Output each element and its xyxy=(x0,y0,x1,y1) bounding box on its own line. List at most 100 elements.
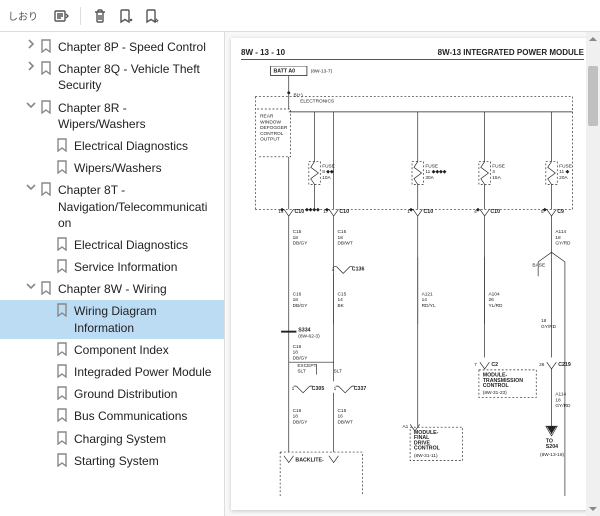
bookmark-icon xyxy=(54,342,70,356)
svg-text:18: 18 xyxy=(293,297,299,303)
bookmark-icon xyxy=(54,138,70,152)
sidebar-item[interactable]: Wiring Diagram Information xyxy=(0,300,224,338)
svg-text:BASE: BASE xyxy=(532,263,545,269)
sidebar-item[interactable]: Starting System xyxy=(0,450,224,472)
svg-text:S334: S334 xyxy=(298,328,310,334)
svg-text:B(+): B(+) xyxy=(294,93,304,99)
bookmark-icon xyxy=(54,431,70,445)
sidebar-item-label: Integraded Power Module xyxy=(74,364,220,380)
document-page: 8W - 13 - 10 8W-13 INTEGRATED POWER MODU… xyxy=(231,38,594,510)
delete-icon[interactable] xyxy=(89,5,111,27)
wiring-diagram: BATT A0(8W-13-7)ELECTRONICSB(+)REARWINDO… xyxy=(241,66,584,496)
vertical-scrollbar[interactable] xyxy=(586,32,600,516)
svg-text:A1: A1 xyxy=(402,424,408,430)
svg-text:◆: ◆ xyxy=(280,207,284,213)
svg-text:◆◆◆◆: ◆◆◆◆ xyxy=(305,207,320,213)
svg-text:18: 18 xyxy=(541,318,547,324)
bookmark-add-icon[interactable] xyxy=(115,5,137,27)
scroll-down-button[interactable] xyxy=(586,502,600,516)
svg-text:8 ◆◆: 8 ◆◆ xyxy=(322,169,334,175)
svg-text:YL/RD: YL/RD xyxy=(488,303,503,309)
bookmark-icon xyxy=(54,259,70,273)
sidebar-item[interactable]: Ground Distribution xyxy=(0,383,224,405)
bookmark-icon xyxy=(54,160,70,174)
toolbar-sep xyxy=(80,7,81,25)
chevron-right-icon[interactable] xyxy=(24,61,38,71)
sidebar-item-label: Starting System xyxy=(74,453,220,469)
svg-text:GY/RD: GY/RD xyxy=(541,324,557,330)
sidebar-item[interactable]: Integraded Power Module xyxy=(0,361,224,383)
sidebar-item[interactable]: Bus Communications xyxy=(0,405,224,427)
svg-text:18: 18 xyxy=(293,414,299,420)
bookmark-icon xyxy=(54,408,70,422)
scroll-thumb[interactable] xyxy=(588,66,598,126)
svg-text:14: 14 xyxy=(337,297,343,303)
svg-text:11 ◆: 11 ◆ xyxy=(559,169,569,175)
bookmark-icon xyxy=(38,281,54,295)
sidebar-item-label: Chapter 8Q - Vehicle Theft Security xyxy=(58,61,220,93)
chevron-down-icon[interactable] xyxy=(24,182,38,192)
bookmark-icon xyxy=(54,386,70,400)
svg-text:(8W-62-3): (8W-62-3) xyxy=(298,333,320,339)
svg-text:11 ◆◆◆◆: 11 ◆◆◆◆ xyxy=(425,169,446,175)
svg-text:A121: A121 xyxy=(422,291,433,297)
svg-text:S204: S204 xyxy=(546,444,558,450)
bookmarks-sidebar[interactable]: Chapter 8P - Speed Control Chapter 8Q - V… xyxy=(0,32,225,516)
sidebar-item[interactable]: Electrical Diagnostics xyxy=(0,135,224,157)
svg-text:DEFOGGER: DEFOGGER xyxy=(260,125,288,131)
svg-text:CONTROL: CONTROL xyxy=(483,383,510,389)
svg-text:(8W-31-23): (8W-31-23) xyxy=(483,390,507,396)
svg-text:C16: C16 xyxy=(293,344,302,350)
sidebar-item[interactable]: Chapter 8W - Wiring xyxy=(0,278,224,300)
svg-text:C10: C10 xyxy=(294,209,304,215)
scroll-up-button[interactable] xyxy=(586,32,600,46)
chevron-down-icon[interactable] xyxy=(24,281,38,291)
svg-text:◆: ◆ xyxy=(476,207,480,213)
svg-text:C15: C15 xyxy=(293,229,302,235)
svg-text:7: 7 xyxy=(474,362,477,368)
sidebar-item-label: Electrical Diagnostics xyxy=(74,138,220,154)
sidebar-item[interactable]: Chapter 8P - Speed Control xyxy=(0,36,224,58)
svg-text:FUSE: FUSE xyxy=(492,163,505,169)
sidebar-item-label: Bus Communications xyxy=(74,408,220,424)
bookmark-icon xyxy=(38,61,54,75)
svg-text:C136: C136 xyxy=(352,266,365,272)
svg-text:C10: C10 xyxy=(339,209,349,215)
svg-text:18: 18 xyxy=(337,235,343,241)
sidebar-item[interactable]: Chapter 8Q - Vehicle Theft Security xyxy=(0,58,224,96)
main-area: Chapter 8P - Speed Control Chapter 8Q - V… xyxy=(0,32,600,516)
sidebar-item[interactable]: Electrical Diagnostics xyxy=(0,234,224,256)
svg-text:C15: C15 xyxy=(337,229,346,235)
toolbar: しおり xyxy=(0,0,600,32)
svg-text:REAR: REAR xyxy=(260,114,274,120)
scroll-track[interactable] xyxy=(586,46,600,502)
svg-text:C16: C16 xyxy=(293,291,302,297)
chevron-down-icon[interactable] xyxy=(24,100,38,110)
svg-text:1: 1 xyxy=(334,386,337,392)
bookmark-star-icon[interactable] xyxy=(141,5,163,27)
svg-text:C15: C15 xyxy=(337,291,346,297)
svg-text:◆: ◆ xyxy=(543,207,547,213)
svg-text:FUSE: FUSE xyxy=(425,163,438,169)
svg-text:2: 2 xyxy=(332,266,335,272)
svg-text:C10: C10 xyxy=(423,209,433,215)
sidebar-item-label: Wipers/Washers xyxy=(74,160,220,176)
svg-text:C2: C2 xyxy=(491,362,498,368)
page-header: 8W - 13 - 10 8W-13 INTEGRATED POWER MODU… xyxy=(241,48,584,60)
sidebar-item[interactable]: Chapter 8T - Navigation/Telecommunicatio… xyxy=(0,179,224,234)
content-pane: 8W - 13 - 10 8W-13 INTEGRATED POWER MODU… xyxy=(225,32,600,516)
svg-text:(8W-13-7): (8W-13-7) xyxy=(311,69,333,75)
sidebar-item[interactable]: Chapter 8R - Wipers/Washers xyxy=(0,97,224,135)
sidebar-item[interactable]: Charging System xyxy=(0,428,224,450)
sidebar-item[interactable]: Component Index xyxy=(0,339,224,361)
svg-text:SLT: SLT xyxy=(334,369,342,375)
sidebar-item[interactable]: Wipers/Washers xyxy=(0,157,224,179)
svg-text:A104: A104 xyxy=(488,291,499,297)
sidebar-item[interactable]: Service Information xyxy=(0,256,224,278)
chevron-right-icon[interactable] xyxy=(24,39,38,49)
svg-text:BK: BK xyxy=(337,303,344,309)
svg-text:15A: 15A xyxy=(492,175,501,181)
svg-text:DB/GY: DB/GY xyxy=(293,419,309,425)
list-toggle-icon[interactable] xyxy=(50,5,72,27)
svg-text:C15: C15 xyxy=(337,408,346,414)
